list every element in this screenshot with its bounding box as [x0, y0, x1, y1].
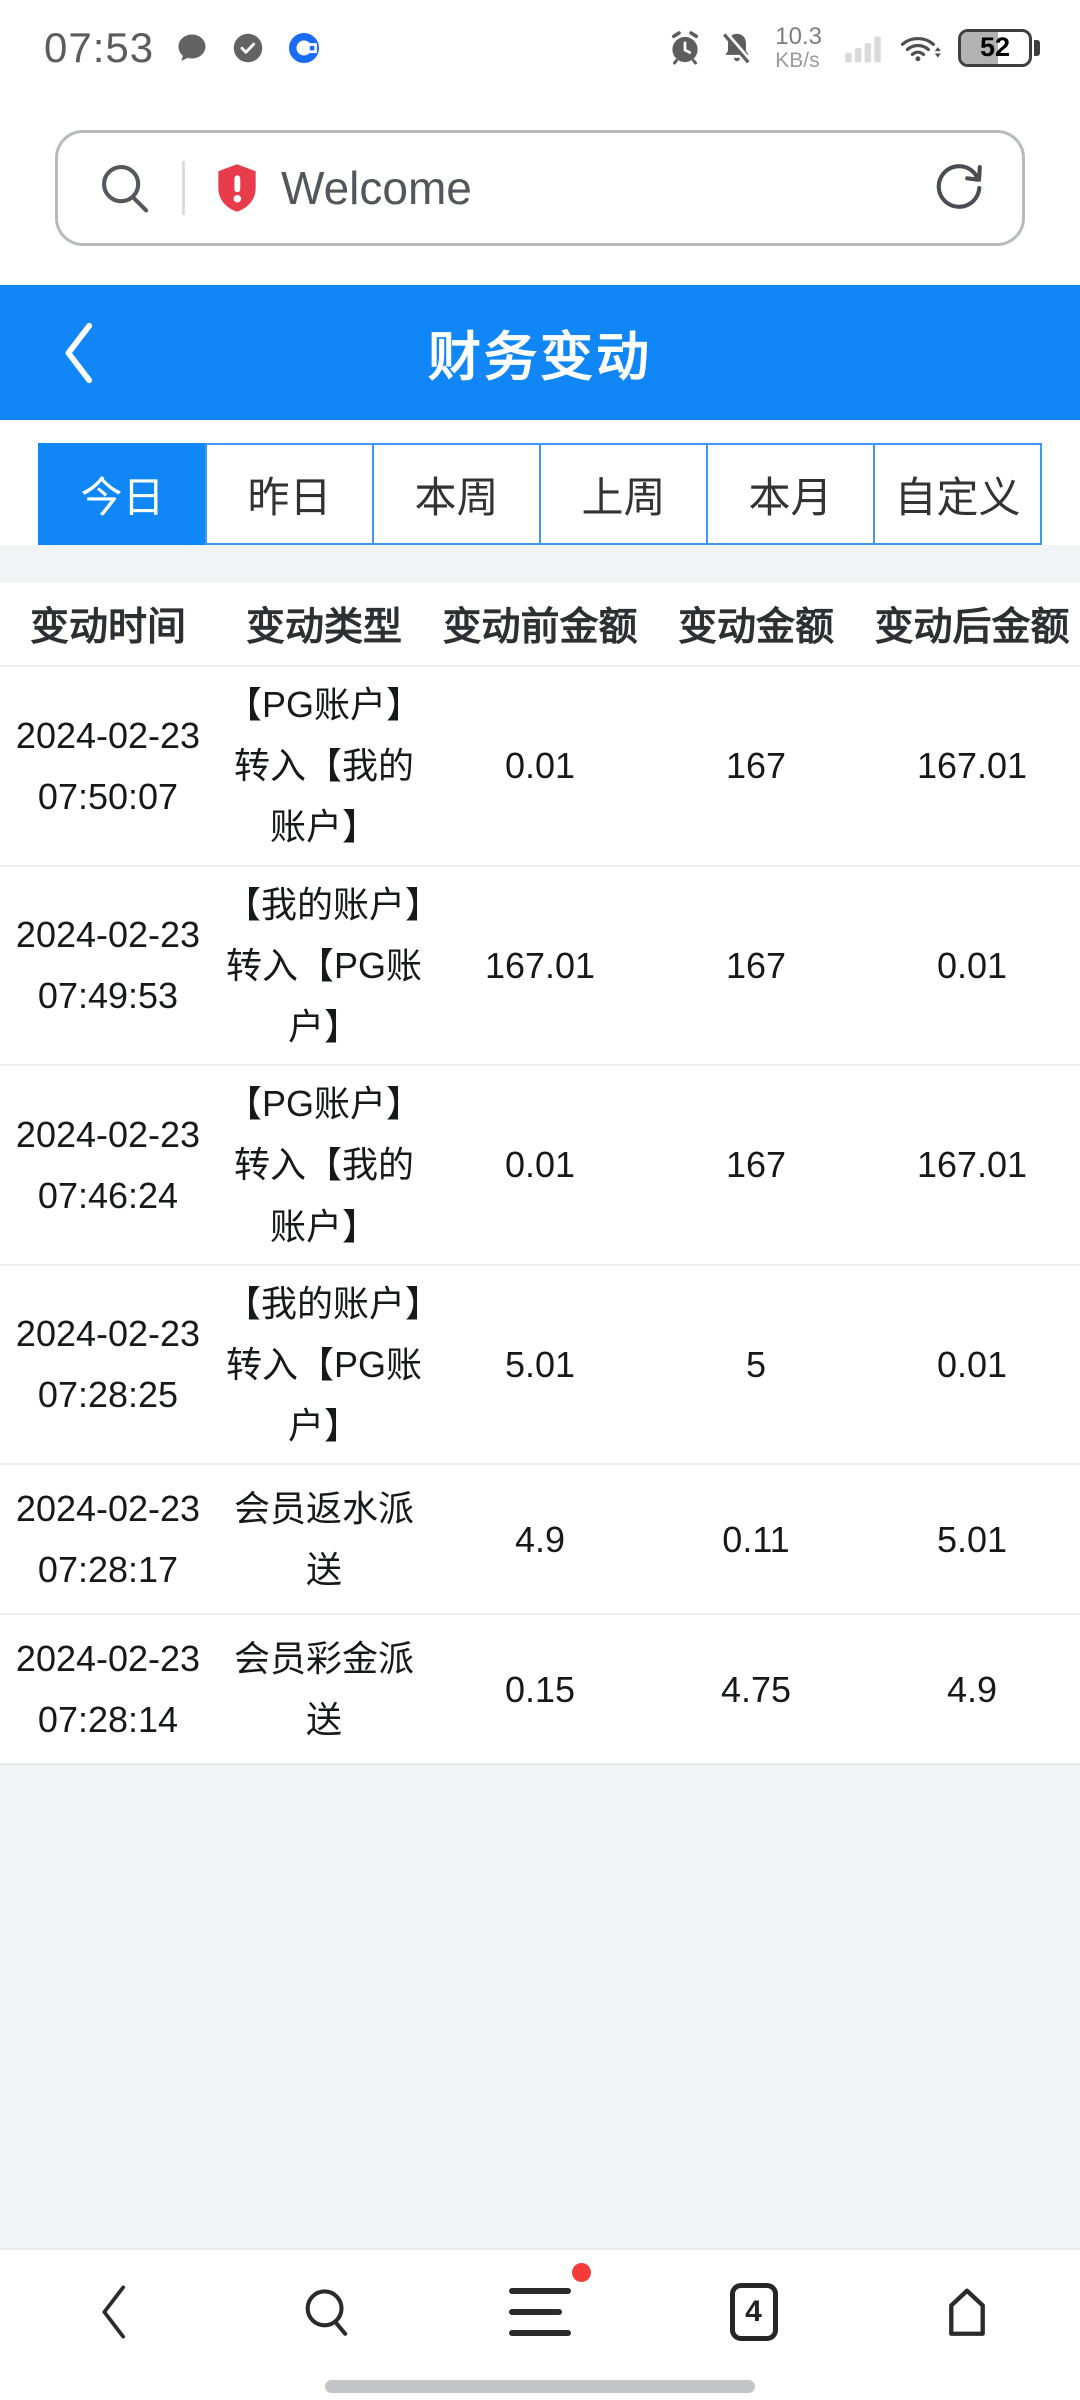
- table-column-header: 变动后金额: [874, 606, 1070, 649]
- cell-change-amount: 167: [725, 1144, 787, 1186]
- status-bar: 07:53 10.3 KB/s 52: [0, 0, 1080, 90]
- filter-tab-label: 上周: [581, 473, 666, 521]
- page-title: 财务变动: [428, 327, 652, 387]
- date-filter-tabs: 今日 昨日 本周 上周 本月 自定义: [0, 443, 1080, 545]
- cell-amount-after: 167.01: [916, 1144, 1028, 1186]
- cell-change-amount: 4.75: [720, 1668, 792, 1710]
- page-title-text[interactable]: Welcome: [281, 161, 472, 214]
- cell-change-amount: 167: [725, 745, 787, 787]
- filter-tab[interactable]: 本周: [372, 443, 541, 545]
- cell-amount-before: 4.9: [514, 1518, 566, 1560]
- gesture-bar[interactable]: [325, 2380, 755, 2393]
- home-icon: [949, 2288, 985, 2336]
- tab-count-value: 4: [745, 2295, 762, 2328]
- filter-tab[interactable]: 上周: [539, 443, 708, 545]
- table-column-header: 变动类型: [245, 606, 402, 649]
- chat-bubble-icon: [178, 34, 206, 61]
- security-warning-shield-icon[interactable]: [209, 160, 265, 216]
- back-icon[interactable]: [58, 321, 98, 385]
- filter-tab-label: 昨日: [247, 473, 332, 521]
- cell-amount-before: 167.01: [484, 944, 596, 986]
- nav-back-button[interactable]: [78, 2277, 148, 2347]
- address-bar[interactable]: Welcome: [55, 129, 1025, 246]
- table-row[interactable]: 2024-02-23 07:46:24 【PG账户】转入【我的账户】 0.01 …: [0, 1064, 1080, 1264]
- cell-change-type: 【PG账户】转入【我的账户】: [225, 684, 422, 848]
- bell-muted-icon: [723, 31, 752, 64]
- nav-search-icon: [305, 2289, 347, 2336]
- nav-back-icon: [102, 2285, 126, 2339]
- table-header: 变动时间 变动类型 变动前金额 变动金额 变动后金额: [0, 583, 1080, 665]
- table-row[interactable]: 2024-02-23 07:28:14 会员彩金派送 0.15 4.75 4.9: [0, 1613, 1080, 1764]
- divider: [182, 160, 185, 215]
- refresh-icon[interactable]: [930, 159, 988, 217]
- status-time: 07:53: [44, 24, 155, 71]
- network-speed: 10.3 KB/s: [775, 23, 822, 72]
- cell-change-time: 2024-02-23 07:28:25: [15, 1313, 201, 1416]
- cell-change-type: 【我的账户】转入【PG账户】: [224, 883, 423, 1047]
- table-column-header: 变动金额: [677, 606, 834, 649]
- cell-change-amount: 0.11: [722, 1518, 790, 1560]
- table-row[interactable]: 2024-02-23 07:28:25 【我的账户】转入【PG账户】 5.01 …: [0, 1263, 1080, 1464]
- cell-change-amount: 167: [725, 944, 787, 986]
- table-row[interactable]: 2024-02-23 07:28:17 会员返水派送 4.9 0.11 5.01: [0, 1463, 1080, 1614]
- cell-change-type: 会员返水派送: [233, 1488, 414, 1591]
- tab-count-icon: 4: [729, 2283, 778, 2341]
- browser-toolbar: Welcome: [0, 90, 1080, 285]
- app-header: 财务变动: [0, 285, 1080, 420]
- cell-amount-before: 0.01: [504, 745, 576, 787]
- spacer: [0, 420, 1080, 443]
- menu-icon: [509, 2288, 571, 2336]
- filter-tab-label: 本月: [748, 473, 833, 521]
- app-notification-icon: [289, 33, 320, 63]
- search-icon[interactable]: [94, 157, 156, 219]
- cell-amount-before: 5.01: [504, 1343, 576, 1385]
- table-row[interactable]: 2024-02-23 07:49:53 【我的账户】转入【PG账户】 167.0…: [0, 864, 1080, 1065]
- table-column-header: 变动前金额: [442, 606, 638, 649]
- filter-tab-label: 今日: [80, 473, 165, 521]
- nav-menu-button[interactable]: [505, 2263, 591, 2347]
- nav-tabs-button[interactable]: 4: [719, 2277, 789, 2347]
- cell-amount-after: 4.9: [946, 1668, 998, 1710]
- cell-amount-after: 167.01: [916, 745, 1028, 787]
- table-column-header: 变动时间: [29, 606, 186, 649]
- cell-amount-after: 0.01: [936, 1343, 1008, 1385]
- alarm-clock-icon: [672, 31, 699, 65]
- filter-tab[interactable]: 本月: [706, 443, 875, 545]
- cell-change-time: 2024-02-23 07:28:17: [15, 1488, 201, 1591]
- cell-change-amount: 5: [745, 1343, 767, 1385]
- nav-home-button[interactable]: [932, 2277, 1002, 2347]
- filter-tab[interactable]: 昨日: [205, 443, 374, 545]
- filter-tab[interactable]: 自定义: [873, 443, 1042, 545]
- wifi-icon: [900, 36, 941, 62]
- cell-change-type: 【PG账户】转入【我的账户】: [225, 1083, 422, 1247]
- signal-bars-icon: [845, 36, 881, 63]
- browser-bottom-nav: 4: [0, 2248, 1080, 2400]
- cell-change-time: 2024-02-23 07:46:24: [15, 1113, 201, 1216]
- cell-change-time: 2024-02-23 07:28:14: [15, 1638, 201, 1741]
- cell-amount-before: 0.15: [504, 1668, 576, 1710]
- cell-change-time: 2024-02-23 07:49:53: [15, 914, 201, 1017]
- battery-indicator: 52: [958, 28, 1040, 67]
- filter-tab[interactable]: 今日: [38, 443, 207, 545]
- nav-search-button[interactable]: [292, 2277, 362, 2347]
- cell-amount-before: 0.01: [504, 1144, 576, 1186]
- cell-change-type: 【我的账户】转入【PG账户】: [224, 1282, 423, 1447]
- cell-amount-after: 5.01: [936, 1518, 1008, 1560]
- cell-change-type: 会员彩金派送: [233, 1638, 414, 1741]
- table-row[interactable]: 2024-02-23 07:50:07 【PG账户】转入【我的账户】 0.01 …: [0, 665, 1080, 865]
- filter-tab-label: 本周: [414, 473, 499, 521]
- filter-tab-label: 自定义: [894, 473, 1021, 521]
- cell-amount-after: 0.01: [936, 944, 1008, 986]
- table-body: 2024-02-23 07:50:07 【PG账户】转入【我的账户】 0.01 …: [0, 665, 1080, 1764]
- empty-background: [0, 1763, 1080, 2248]
- notification-dot: [572, 2263, 591, 2282]
- check-circle-icon: [233, 33, 263, 63]
- cell-change-time: 2024-02-23 07:50:07: [15, 714, 201, 817]
- spacer: [0, 545, 1080, 583]
